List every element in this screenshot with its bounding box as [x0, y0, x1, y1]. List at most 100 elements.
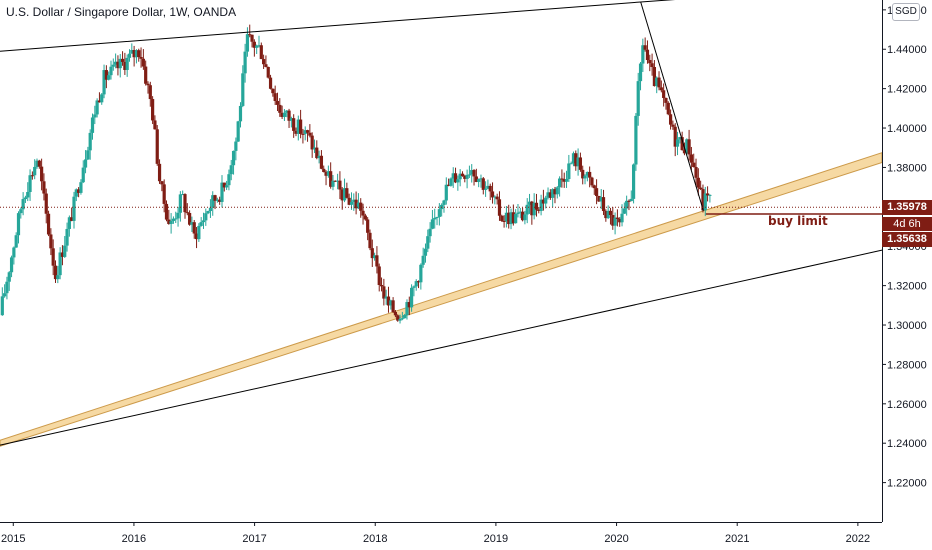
candle-body	[310, 135, 314, 150]
candle-body	[160, 181, 164, 185]
candle-body	[655, 77, 659, 87]
candle-body	[88, 132, 92, 151]
candle-body	[257, 45, 261, 47]
candle-body	[271, 88, 275, 94]
candle-body	[345, 188, 349, 198]
candle-body	[65, 228, 69, 246]
chart-title: U.S. Dollar / Singapore Dollar, 1W, OAND…	[6, 5, 237, 19]
candle-body	[44, 193, 48, 214]
candle-body	[181, 194, 185, 196]
candle-body	[373, 255, 377, 259]
candle-body	[682, 150, 687, 154]
price-tick-label: 1.44000	[887, 44, 927, 56]
candle-body	[185, 212, 189, 214]
candle-body	[423, 248, 428, 256]
candle-body	[451, 173, 455, 179]
buy-limit-label[interactable]: buy limit	[768, 213, 828, 228]
candle-body	[30, 175, 34, 177]
candle-body	[523, 214, 527, 221]
candle-body	[444, 184, 448, 201]
candle-body	[255, 45, 259, 48]
candle-body	[192, 222, 196, 234]
candle-body	[564, 178, 569, 182]
candle-body	[199, 222, 203, 226]
candle-body	[213, 195, 217, 201]
candle-body	[347, 197, 351, 205]
time-tick-label: 2015	[1, 533, 25, 545]
candle-body	[278, 104, 282, 113]
candle-body	[141, 58, 145, 67]
time-tick-label: 2022	[846, 533, 870, 545]
candle-body	[49, 234, 53, 249]
candle-body	[331, 180, 335, 187]
candle-body	[398, 318, 402, 321]
candle-body	[268, 77, 273, 89]
candle-body	[130, 50, 134, 54]
candle-body	[641, 45, 645, 64]
candle-body	[83, 159, 88, 168]
candle-body	[114, 61, 118, 65]
candle-body	[292, 118, 296, 131]
candle-body	[393, 311, 398, 316]
candle-body	[294, 130, 298, 134]
candle-body	[37, 160, 41, 167]
candle-body	[134, 50, 139, 58]
currency-badge[interactable]: SGD	[892, 3, 920, 21]
candle-body	[553, 189, 557, 195]
candle-body	[518, 211, 522, 213]
candle-body	[164, 203, 169, 220]
candle-body	[16, 213, 21, 236]
drop-trendline-line	[640, 1, 704, 211]
price-tick-label: 1.30000	[887, 320, 927, 332]
time-tick-label: 2020	[604, 533, 628, 545]
candle-body	[169, 220, 173, 224]
candle-body	[419, 264, 423, 283]
candle-body	[155, 129, 159, 164]
candle-body	[315, 147, 319, 159]
candle-body	[336, 180, 340, 182]
candle-body	[72, 196, 76, 221]
candle-body	[146, 83, 150, 86]
candle-body	[483, 188, 488, 190]
candle-body	[437, 209, 441, 217]
candle-body	[317, 155, 321, 159]
candle-body	[664, 97, 668, 103]
candle-body	[171, 218, 176, 221]
candle-body	[127, 53, 132, 58]
candle-body	[35, 160, 39, 167]
candle-body	[588, 171, 592, 178]
candle-body	[305, 130, 310, 133]
candle-body	[541, 199, 546, 204]
price-tick-label: 1.26000	[887, 399, 927, 411]
candle-body	[361, 210, 365, 216]
candle-body	[673, 126, 677, 147]
candle-body	[551, 189, 555, 198]
candle-body	[74, 189, 78, 197]
lower-channel-line	[0, 249, 883, 446]
candle-body	[638, 63, 643, 82]
candle-body	[460, 173, 465, 177]
candle-body	[60, 252, 65, 257]
candle-body	[104, 70, 108, 80]
upper-resistance-line	[0, 0, 676, 52]
candle-body	[42, 181, 46, 194]
candle-body	[275, 100, 280, 105]
candle-body	[557, 178, 562, 188]
candle-body	[329, 171, 333, 187]
candle-body	[377, 266, 381, 285]
candle-body	[363, 215, 367, 220]
candle-body	[356, 202, 361, 209]
candle-body	[493, 196, 497, 198]
candle-body	[264, 64, 268, 67]
candle-body	[324, 172, 328, 176]
candle-body	[479, 178, 483, 180]
candle-body	[354, 199, 358, 209]
candle-body	[97, 100, 102, 103]
price-tick-label: 1.38000	[887, 162, 927, 174]
candle-body	[137, 50, 141, 58]
candle-body	[266, 66, 270, 78]
price-tick-label: 1.40000	[887, 123, 927, 135]
candle-body	[375, 255, 379, 267]
